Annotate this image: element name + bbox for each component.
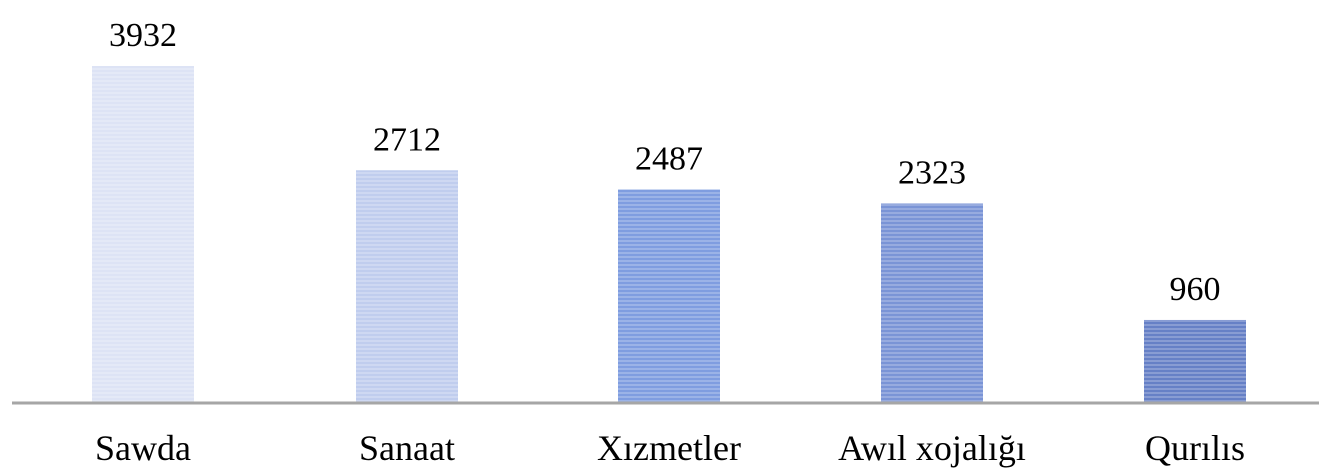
bar-group-2 [356,170,458,402]
bars-layer [92,66,1246,402]
data-label-5: 960 [1170,271,1221,308]
bar-texture-2 [356,170,458,402]
bar-group-5 [1144,319,1246,402]
category-label-5: Qurılıs [1145,428,1245,468]
data-label-4: 2323 [898,154,966,191]
bar-group-4 [881,203,983,402]
category-label-3: Xızmetler [597,428,741,468]
bar-texture-1 [92,66,194,402]
category-label-2: Sanaat [359,428,455,468]
bar-texture-3 [618,189,720,402]
bar-group-3 [618,189,720,402]
data-label-2: 2712 [373,121,441,158]
labels-layer: 3932 Sawda 2712 Sanaat 2487 Xızmetler 2323 Awıl… [95,17,1245,468]
category-label-1: Sawda [95,428,191,468]
bar-texture-4 [881,203,983,402]
data-label-3: 2487 [635,140,703,177]
category-label-4: Awıl xojalığı [838,428,1026,468]
bar-group-1 [92,66,194,402]
data-label-1: 3932 [109,17,177,54]
bar-texture-5 [1144,319,1246,402]
